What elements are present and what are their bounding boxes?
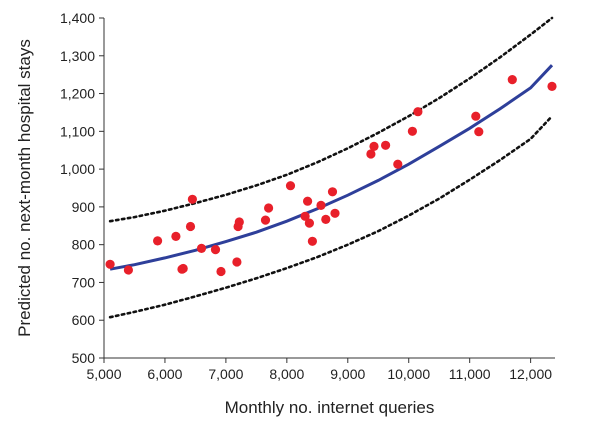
x-tick-label: 11,000 — [449, 366, 491, 382]
x-ticks: 5,000 6,000 7,000 8,000 9,000 10,000 11,000 12,… — [86, 358, 552, 382]
data-point — [330, 208, 340, 218]
data-point — [187, 194, 197, 204]
lower-band-line — [108, 114, 554, 319]
y-tick-label: 1,300 — [60, 48, 95, 64]
data-points — [105, 75, 557, 277]
data-point — [474, 127, 484, 137]
data-point — [366, 149, 376, 159]
confidence-bands — [108, 16, 554, 319]
data-point — [300, 211, 310, 221]
y-tick-label: 900 — [72, 199, 96, 215]
data-point — [316, 200, 326, 210]
data-point — [471, 111, 481, 121]
x-tick-label: 6,000 — [147, 366, 182, 382]
data-point — [304, 218, 314, 228]
data-point — [232, 257, 242, 267]
data-point — [413, 107, 423, 117]
data-point — [327, 187, 338, 197]
data-point — [178, 263, 188, 274]
y-tick-label: 500 — [72, 350, 96, 366]
x-tick-label: 9,000 — [330, 366, 365, 382]
data-point — [196, 243, 207, 253]
data-point — [234, 217, 244, 227]
y-tick-label: 1,000 — [60, 161, 95, 177]
data-point — [507, 75, 517, 85]
data-point — [123, 265, 133, 275]
data-point — [105, 259, 115, 269]
data-point — [171, 231, 181, 241]
y-tick-label: 600 — [72, 312, 96, 328]
data-point — [153, 236, 163, 246]
data-point — [381, 140, 391, 150]
data-point — [264, 203, 274, 213]
data-point — [185, 221, 196, 232]
data-point — [260, 215, 271, 225]
y-axis-title: Predicted no. next-month hospital stays — [15, 39, 34, 337]
upper-band-line — [108, 16, 554, 223]
y-tick-label: 1,400 — [60, 10, 95, 26]
data-point — [210, 245, 221, 255]
y-tick-label: 1,100 — [60, 123, 95, 139]
data-point — [216, 266, 226, 277]
data-point — [407, 126, 417, 136]
x-tick-label: 8,000 — [269, 366, 304, 382]
data-point — [369, 141, 379, 151]
data-point — [285, 181, 296, 191]
fit-curve — [109, 64, 554, 271]
y-tick-label: 800 — [72, 237, 96, 253]
x-tick-label: 10,000 — [387, 366, 430, 382]
x-axis-title: Monthly no. internet queries — [225, 398, 435, 417]
x-tick-label: 12,000 — [509, 366, 552, 382]
data-point — [321, 214, 331, 224]
y-tick-label: 700 — [72, 274, 96, 290]
data-point — [303, 196, 313, 206]
x-tick-label: 5,000 — [86, 366, 121, 382]
data-point — [307, 236, 317, 246]
axes — [103, 18, 555, 359]
y-tick-label: 1,200 — [60, 86, 95, 102]
fit-curve-group — [109, 64, 554, 271]
data-point — [393, 159, 403, 169]
x-tick-label: 7,000 — [208, 366, 243, 382]
y-ticks: 500 600 700 800 900 1,000 1,100 1,200 1,300 1,400 — [60, 10, 104, 366]
data-point — [547, 81, 557, 91]
